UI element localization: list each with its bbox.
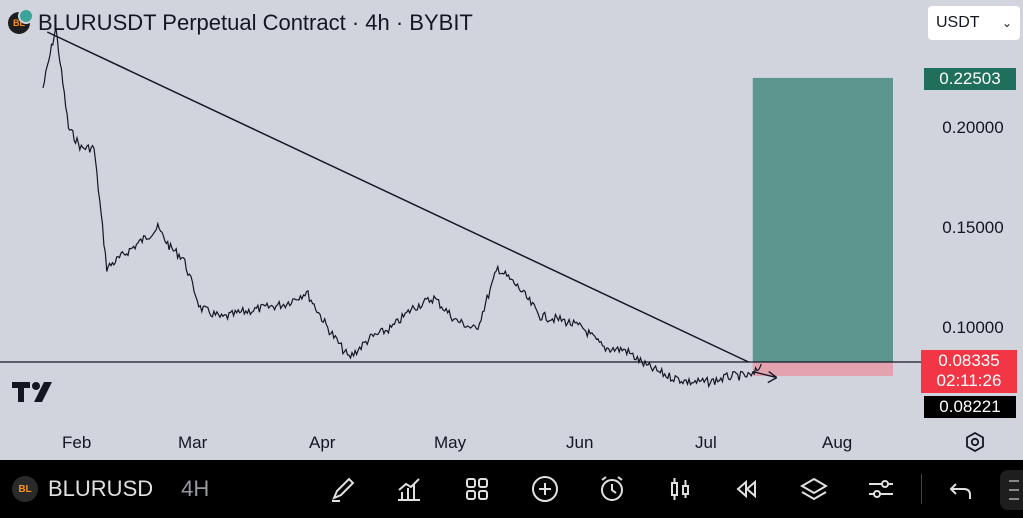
symbol-logo-text: BL xyxy=(18,483,32,495)
price-label-015: 0.15000 xyxy=(942,218,1004,237)
time-label-apr: Apr xyxy=(309,433,336,452)
toolbar-divider xyxy=(921,474,922,504)
draw-pen-icon[interactable] xyxy=(328,474,358,504)
symbol-name: BLURUSD xyxy=(48,476,154,501)
exchange-dot-icon xyxy=(18,8,34,24)
time-label-jun: Jun xyxy=(566,433,594,452)
layout-grid-icon[interactable] xyxy=(462,474,492,504)
alert-clock-icon[interactable] xyxy=(597,474,627,504)
chart-title: BL BLURUSDT Perpetual Contract · 4h · BY… xyxy=(8,8,473,36)
price-chart-svg[interactable] xyxy=(0,0,1023,460)
time-label-feb: Feb xyxy=(62,433,92,452)
stop-price-tag: 0.08221 xyxy=(924,396,1016,418)
currency-select[interactable]: USDT ⌄ xyxy=(928,6,1020,40)
chart-area[interactable]: BL BLURUSDT Perpetual Contract · 4h · BY… xyxy=(0,0,1023,460)
time-label-may: May xyxy=(434,433,467,452)
bottom-toolbar: BL BLURUSD 4H xyxy=(0,460,1023,518)
stop-price-text: 0.08221 xyxy=(939,397,1001,416)
time-label-jul: Jul xyxy=(695,433,717,452)
more-tools-handle[interactable] xyxy=(1000,470,1023,510)
profit-zone xyxy=(752,77,893,362)
replay-icon[interactable] xyxy=(731,474,761,504)
downtrend-line xyxy=(46,31,749,363)
current-price-text: 0.08335 xyxy=(938,351,1000,370)
layers-icon[interactable] xyxy=(799,474,829,504)
currency-select-value: USDT xyxy=(936,14,980,31)
loss-zone xyxy=(752,362,893,376)
logo-text: BL xyxy=(13,18,25,28)
time-label-mar: Mar xyxy=(178,433,208,452)
symbol-logo-icon: BL xyxy=(8,8,34,34)
add-icon[interactable] xyxy=(530,474,560,504)
target-price-tag: 0.22503 xyxy=(924,68,1016,90)
price-label-010: 0.10000 xyxy=(942,318,1004,337)
current-price-tag: 0.08335 02:11:26 xyxy=(921,350,1017,393)
price-label-020: 0.20000 xyxy=(942,118,1004,137)
candle-type-icon[interactable] xyxy=(665,474,695,504)
settings-sliders-icon[interactable] xyxy=(866,474,896,504)
interval-selector[interactable]: 4H xyxy=(181,476,210,501)
indicators-icon[interactable] xyxy=(394,474,424,504)
price-series-line xyxy=(42,27,762,389)
symbol-title: BLURUSDT Perpetual Contract · 4h · BYBIT xyxy=(38,10,473,35)
chevron-down-icon: ⌄ xyxy=(1001,16,1012,30)
projection-arrow xyxy=(752,370,778,384)
time-label-aug: Aug xyxy=(822,433,853,452)
symbol-logo-icon: BL xyxy=(12,476,38,502)
chart-settings-icon[interactable] xyxy=(965,432,985,452)
tradingview-logo-icon xyxy=(12,378,60,413)
symbol-selector[interactable]: BL BLURUSD xyxy=(12,476,153,502)
undo-icon[interactable] xyxy=(946,474,976,504)
target-price-text: 0.22503 xyxy=(939,69,1001,88)
bar-countdown: 02:11:26 xyxy=(936,371,1002,390)
